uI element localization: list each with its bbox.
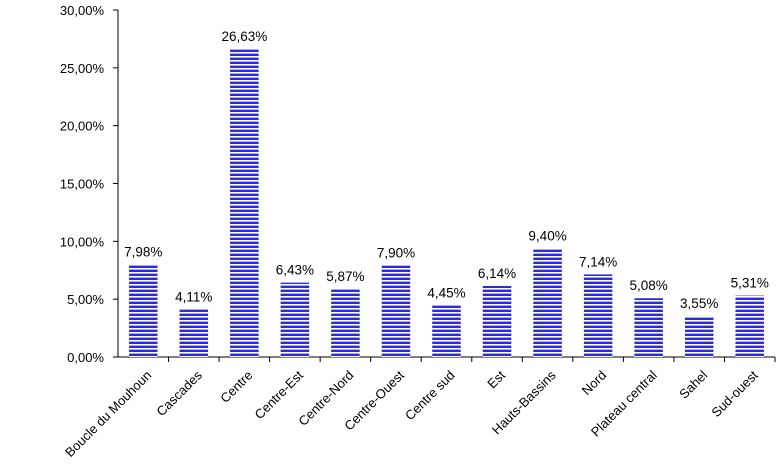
data-label: 7,90%: [377, 246, 415, 261]
y-tick-label: 20,00%: [60, 119, 105, 134]
bars: [129, 48, 764, 357]
bar: [684, 315, 714, 357]
x-tick-label: Sud-ouest: [708, 367, 761, 420]
y-tick-label: 10,00%: [60, 234, 105, 249]
bar: [634, 298, 663, 357]
x-tick-label: Centre: [217, 368, 255, 406]
x-tick-label: Sahel: [676, 367, 710, 401]
x-tick-label: Nord: [579, 368, 610, 399]
data-label: 5,87%: [326, 269, 364, 284]
data-label: 7,98%: [124, 245, 162, 260]
bar: [331, 289, 360, 357]
data-labels: 7,98% 4,11% 26,63% 6,43% 5,87% 7,90% 4,45% 6,14…: [124, 29, 769, 311]
data-label: 26,63%: [221, 29, 267, 44]
x-tick-label: Centre sud: [402, 368, 458, 424]
y-tick-label: 5,00%: [67, 292, 104, 307]
bar: [533, 248, 562, 357]
data-label: 9,40%: [528, 228, 566, 243]
bar: [381, 265, 411, 357]
x-tick-label: Boucle du Mouhoun: [62, 368, 154, 460]
y-tick-label: 15,00%: [60, 177, 105, 192]
x-tick-label: Centre-Est: [251, 367, 306, 422]
bar: [735, 295, 764, 357]
y-axis: 0,00% 5,00% 10,00% 15,00% 20,00% 25,00% 30,00%: [60, 3, 119, 365]
x-tick-label: Cascades: [153, 367, 205, 419]
bar: [179, 309, 209, 357]
bar: [129, 264, 158, 357]
bar: [230, 48, 259, 357]
y-tick-label: 0,00%: [67, 350, 104, 365]
data-label: 3,55%: [680, 296, 718, 311]
bar: [482, 285, 512, 357]
y-tick-label: 30,00%: [60, 3, 105, 18]
data-label: 5,08%: [630, 278, 668, 293]
bar: [583, 274, 613, 357]
data-label: 6,14%: [478, 266, 516, 281]
data-label: 7,14%: [579, 254, 617, 269]
data-label: 4,45%: [427, 286, 465, 301]
bar: [280, 282, 310, 357]
y-tick-label: 25,00%: [60, 61, 105, 76]
data-label: 5,31%: [731, 276, 769, 291]
x-axis: Boucle du Mouhoun Cascades CentreCentre-Es…: [62, 356, 776, 460]
x-tick-label: Est: [484, 367, 508, 391]
data-label: 6,43%: [276, 263, 314, 278]
data-label: 4,11%: [175, 289, 212, 304]
bar: [432, 305, 461, 357]
